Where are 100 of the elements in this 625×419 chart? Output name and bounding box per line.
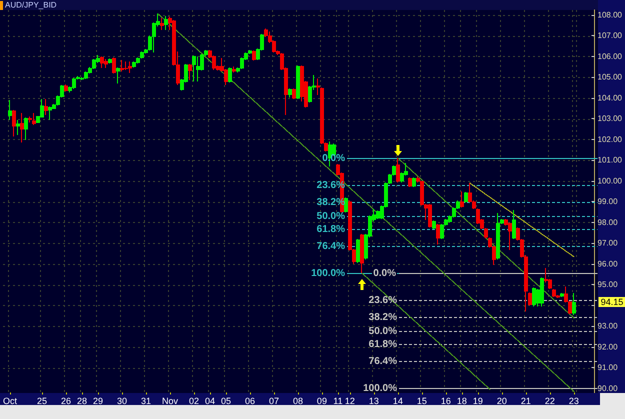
candlestick <box>532 286 536 307</box>
x-tick-label: 21 <box>520 396 531 406</box>
candlestick <box>104 58 108 68</box>
y-tick-label: 103.00 <box>598 114 623 124</box>
x-tick-label: 23 <box>568 396 579 406</box>
line-series <box>469 182 574 258</box>
candlestick <box>20 112 24 143</box>
x-tick-label: 13 <box>368 396 379 406</box>
x-tick-label: 02 <box>188 396 199 406</box>
candlestick <box>48 106 52 120</box>
candlestick <box>24 117 28 140</box>
y-tick-label: 101.00 <box>598 156 623 165</box>
candlestick <box>44 98 48 116</box>
x-tick-label: 25 <box>36 396 47 406</box>
candlestick <box>344 197 348 213</box>
candlestick <box>228 67 232 83</box>
candlestick <box>396 158 400 183</box>
candlestick <box>528 292 532 306</box>
x-tick-label: 06 <box>244 396 255 406</box>
x-tick-label: 11 <box>333 396 343 406</box>
x-tick-label: 28 <box>76 396 87 406</box>
candlestick <box>540 277 544 307</box>
candlestick <box>64 84 68 92</box>
candlestick <box>116 67 120 84</box>
y-tick-label: 107.00 <box>598 31 623 40</box>
candlestick <box>164 16 168 30</box>
y-tick-label: 106.00 <box>598 52 623 61</box>
chart-title: AUD/JPY_BID <box>5 0 57 10</box>
x-tick-label: 07 <box>268 396 279 406</box>
x-tick-label: 14 <box>392 396 403 406</box>
x-tick-label: Oct <box>2 396 18 406</box>
candlestick <box>32 112 36 126</box>
x-tick-label: 08 <box>292 396 303 406</box>
annotation: 100.0% <box>311 268 346 279</box>
x-tick-label: Nov <box>162 396 178 406</box>
candlestick <box>72 78 76 90</box>
y-tick-label: 105.00 <box>598 72 623 82</box>
y-tick-label: 97.00 <box>598 238 618 248</box>
candlestick <box>428 204 432 228</box>
candlestick <box>108 58 112 64</box>
y-tick-label: 99.00 <box>598 197 618 206</box>
x-tick-label: 05 <box>220 396 231 406</box>
annotation: 61.8% <box>316 224 346 235</box>
annotation: 38.2% <box>368 312 398 323</box>
x-tick-label: 16 <box>440 396 451 406</box>
y-tick-label: 96.00 <box>598 259 618 268</box>
candlestick <box>360 234 364 274</box>
annotation: 50.0% <box>368 326 398 337</box>
candlestick <box>188 64 192 80</box>
x-tick-label: 26 <box>60 396 71 406</box>
annotation: 50.0% <box>316 211 346 222</box>
y-tick-label: 100.00 <box>598 176 623 186</box>
annotation: 0.0% <box>373 268 396 279</box>
annotation: 76.4% <box>368 356 398 367</box>
candlestick <box>84 71 88 80</box>
line-series <box>157 13 574 392</box>
candlestick <box>160 18 164 30</box>
candlestick <box>296 65 300 100</box>
candlestick <box>356 238 360 264</box>
x-tick-label: 18 <box>456 396 467 406</box>
y-tick-label: 93.00 <box>598 322 618 331</box>
candlestick <box>252 50 256 61</box>
candlestick <box>132 61 136 68</box>
candlestick <box>16 119 20 136</box>
y-tick-label: 95.00 <box>598 280 618 290</box>
y-tick-label: 108.00 <box>598 10 623 20</box>
candlestick <box>196 56 200 82</box>
x-tick-label: 19 <box>472 396 483 406</box>
candlestick <box>508 222 512 250</box>
x-tick-label: 20 <box>496 396 507 406</box>
x-tick-label: 31 <box>140 396 151 406</box>
candlestick <box>316 78 320 96</box>
y-tick-label: 91.00 <box>598 363 618 372</box>
candlestick <box>496 212 500 260</box>
text: 94.15 <box>600 297 624 308</box>
candlestick <box>124 61 128 70</box>
annotation: 100.0% <box>363 383 398 394</box>
y-tick-label: 98.00 <box>598 218 618 227</box>
y-tick-label: 92.00 <box>598 342 618 352</box>
x-tick-label: 30 <box>116 396 127 406</box>
candlestick <box>192 55 196 82</box>
x-tick-label: 12 <box>344 396 355 406</box>
candlestick <box>120 60 124 72</box>
candlestick <box>112 57 116 74</box>
candlestick <box>232 66 236 73</box>
candlestick <box>560 292 564 298</box>
candlestick <box>552 288 556 298</box>
annotation: 61.8% <box>368 339 398 350</box>
candlestick <box>12 110 16 137</box>
candlestick <box>432 220 436 230</box>
x-tick-label: 22 <box>544 396 555 406</box>
candlestick <box>572 292 576 316</box>
candlestick <box>464 192 468 203</box>
candlestick <box>460 191 464 208</box>
x-tick-label: 09 <box>316 396 327 406</box>
line-series <box>397 158 574 318</box>
x-tick-label: 29 <box>92 396 103 406</box>
candlestick <box>28 116 32 123</box>
candlestick <box>412 176 416 188</box>
y-tick-label: 102.00 <box>598 134 623 144</box>
